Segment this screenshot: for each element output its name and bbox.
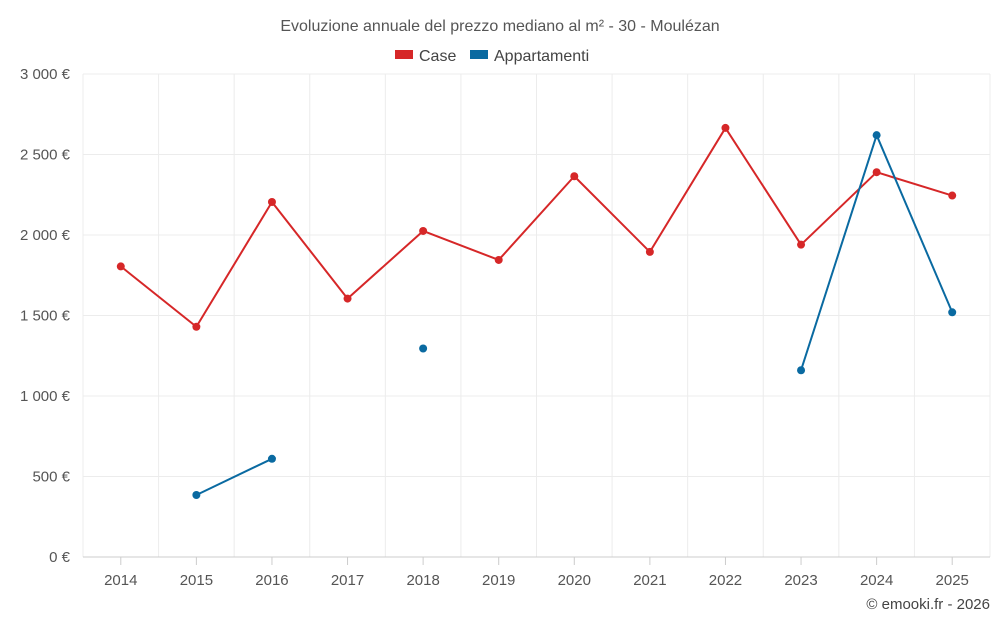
legend-swatch-case [395, 50, 413, 59]
y-tick-label: 2 000 € [20, 227, 71, 244]
series-layer [116, 123, 957, 500]
series-appartamenti [192, 131, 957, 500]
legend-swatch-appartamenti [470, 50, 488, 59]
data-point-case-2025[interactable] [948, 191, 957, 200]
x-tick-label: 2018 [406, 572, 439, 589]
x-tick-label: 2024 [860, 572, 893, 589]
x-tick-label: 2019 [482, 572, 515, 589]
data-point-case-2020[interactable] [570, 172, 579, 181]
data-point-case-2022[interactable] [721, 123, 730, 132]
y-tick-label: 1 000 € [20, 388, 71, 405]
x-tick-label: 2014 [104, 572, 137, 589]
x-tick-label: 2025 [936, 572, 969, 589]
y-tick-label: 500 € [32, 469, 70, 486]
x-tick-label: 2020 [558, 572, 591, 589]
data-point-case-2024[interactable] [872, 168, 881, 177]
data-point-appartamenti-2018[interactable] [419, 344, 428, 353]
series-line-case [120, 126, 953, 328]
data-point-appartamenti-2023[interactable] [797, 366, 806, 375]
x-tick-label: 2021 [633, 572, 666, 589]
x-tick-label: 2023 [784, 572, 817, 589]
data-point-case-2019[interactable] [494, 255, 503, 264]
y-tick-label: 0 € [49, 549, 71, 566]
gridlines [82, 73, 991, 557]
y-tick-label: 2 500 € [20, 147, 71, 164]
chart-title: Evoluzione annuale del prezzo mediano al… [280, 18, 719, 35]
data-point-case-2014[interactable] [116, 262, 125, 271]
y-axis: 0 € 500 € 1 000 € 1 500 € 2 000 € 2 500 € 3 00… [20, 66, 71, 566]
legend-item-appartamenti[interactable]: Appartamenti [470, 48, 589, 65]
data-point-appartamenti-2016[interactable] [267, 454, 276, 463]
x-tick-label: 2017 [331, 572, 364, 589]
series-line-appartamenti [195, 457, 273, 496]
credit-text: © emooki.fr - 2026 [866, 596, 990, 613]
data-point-case-2018[interactable] [419, 226, 428, 235]
data-point-case-2023[interactable] [797, 240, 806, 249]
data-point-appartamenti-2025[interactable] [948, 308, 957, 317]
x-tick-label: 2022 [709, 572, 742, 589]
data-point-case-2015[interactable] [192, 322, 201, 331]
series-case [116, 123, 957, 331]
x-tick-label: 2016 [255, 572, 288, 589]
y-tick-label: 3 000 € [20, 66, 71, 83]
data-point-appartamenti-2024[interactable] [872, 131, 881, 140]
data-point-appartamenti-2015[interactable] [192, 491, 201, 500]
x-tick-label: 2015 [180, 572, 213, 589]
data-point-case-2021[interactable] [645, 247, 654, 256]
legend-label-case: Case [419, 48, 456, 65]
legend: Case Appartamenti [395, 48, 589, 65]
y-tick-label: 1 500 € [20, 308, 71, 325]
data-point-case-2016[interactable] [267, 197, 276, 206]
data-point-case-2017[interactable] [343, 294, 352, 303]
legend-label-appartamenti: Appartamenti [494, 48, 589, 65]
x-axis: 2014 2015 2016 2017 2018 2019 2020 2021 2022 2023… [83, 556, 990, 589]
legend-item-case[interactable]: Case [395, 48, 456, 65]
